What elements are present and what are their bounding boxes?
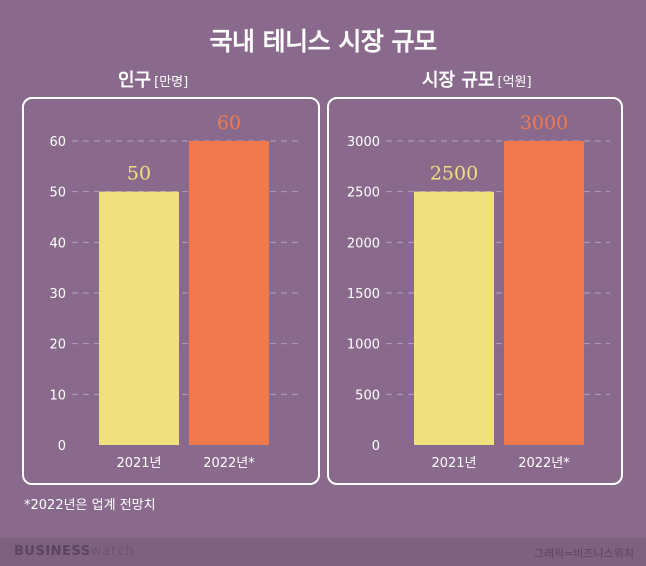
footer-bar: BUSINESSwatch 그래픽=비즈니스워치 bbox=[0, 538, 646, 566]
market-category-label-0: 2021년 bbox=[431, 456, 476, 471]
chart-panel-market bbox=[327, 97, 623, 485]
market-bar-0 bbox=[414, 191, 494, 445]
population-y-tick-label: 60 bbox=[49, 135, 66, 150]
population-category-label-1: 2022년* bbox=[203, 456, 255, 471]
population-bar-0 bbox=[99, 191, 179, 445]
population-bar-1 bbox=[189, 141, 269, 445]
population-category-label-0: 2021년 bbox=[116, 456, 161, 471]
brand-watch: watch bbox=[90, 544, 135, 559]
chart-panel-population bbox=[22, 97, 320, 485]
population-y-tick-label: 10 bbox=[49, 388, 66, 403]
market-y-tick-label: 500 bbox=[355, 388, 380, 403]
chart-title-population-text: 인구 bbox=[118, 70, 152, 91]
brand-logo: BUSINESSwatch bbox=[14, 544, 135, 559]
market-data-label-0: 2500 bbox=[430, 163, 478, 185]
market-data-label-1: 3000 bbox=[520, 112, 568, 134]
market-y-tick-label: 3000 bbox=[347, 135, 380, 150]
footnote: *2022년은 업계 전망치 bbox=[24, 498, 156, 513]
population-y-tick-label: 50 bbox=[49, 186, 66, 201]
market-y-tick-label: 0 bbox=[372, 439, 380, 454]
graphic-credit: 그래픽=비즈니스워치 bbox=[533, 547, 634, 560]
market-y-tick-label: 2000 bbox=[347, 236, 380, 251]
market-category-label-1: 2022년* bbox=[518, 456, 570, 471]
chart-unit-population: [만명] bbox=[154, 75, 189, 90]
chart-unit-market: [억원] bbox=[497, 75, 532, 90]
chart-title-population: 인구 [만명] bbox=[118, 66, 188, 92]
population-data-label-1: 60 bbox=[217, 112, 241, 134]
population-data-label-0: 50 bbox=[127, 163, 151, 185]
market-y-tick-label: 1500 bbox=[347, 287, 380, 302]
population-y-tick-label: 30 bbox=[49, 287, 66, 302]
market-y-tick-label: 2500 bbox=[347, 186, 380, 201]
market-y-tick-label: 1000 bbox=[347, 338, 380, 353]
market-bar-1 bbox=[504, 141, 584, 445]
population-y-tick-label: 40 bbox=[49, 236, 66, 251]
chart-title-market: 시장 규모 [억원] bbox=[422, 66, 532, 92]
chart-title-market-text: 시장 규모 bbox=[422, 70, 495, 91]
population-y-tick-label: 20 bbox=[49, 338, 66, 353]
page-title: 국내 테니스 시장 규모 bbox=[209, 27, 437, 56]
population-y-tick-label: 0 bbox=[58, 439, 66, 454]
brand-business: BUSINESS bbox=[14, 544, 91, 559]
